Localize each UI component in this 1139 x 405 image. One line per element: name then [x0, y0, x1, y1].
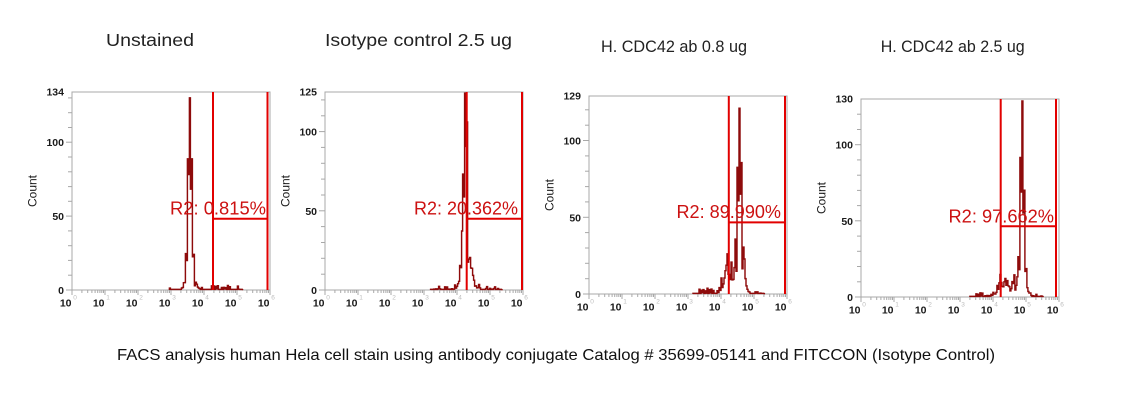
svg-text:1: 1: [359, 295, 363, 302]
svg-text:10: 10: [60, 297, 72, 309]
svg-text:6: 6: [524, 295, 528, 302]
svg-text:10: 10: [676, 301, 688, 313]
svg-text:0: 0: [311, 285, 317, 297]
svg-text:4: 4: [458, 295, 462, 302]
svg-text:50: 50: [305, 206, 317, 218]
svg-text:100: 100: [563, 136, 581, 148]
svg-text:10: 10: [610, 301, 622, 313]
svg-text:10: 10: [511, 297, 523, 309]
svg-text:2: 2: [392, 295, 396, 302]
svg-text:0: 0: [590, 299, 594, 306]
svg-text:6: 6: [788, 299, 792, 306]
svg-text:3: 3: [425, 295, 429, 302]
svg-text:10: 10: [93, 297, 105, 309]
svg-text:R2: 89.990%: R2: 89.990%: [677, 202, 782, 222]
svg-text:Count: Count: [543, 178, 557, 211]
svg-text:10: 10: [379, 297, 391, 309]
svg-text:4: 4: [722, 299, 726, 306]
svg-text:10: 10: [742, 301, 754, 313]
svg-text:10: 10: [412, 297, 424, 309]
svg-text:10: 10: [478, 297, 490, 309]
svg-text:6: 6: [271, 295, 275, 302]
svg-text:10: 10: [577, 301, 589, 313]
svg-text:FACS analysis human Hela cell: FACS analysis human Hela cell stain usin…: [117, 347, 995, 364]
svg-text:2: 2: [928, 302, 932, 309]
svg-text:2: 2: [139, 295, 143, 302]
svg-text:H. CDC42 ab 0.8 ug: H. CDC42 ab 0.8 ug: [601, 38, 747, 56]
svg-text:5: 5: [491, 295, 495, 302]
svg-text:4: 4: [994, 302, 998, 309]
svg-text:10: 10: [1047, 304, 1059, 316]
svg-text:129: 129: [563, 90, 581, 102]
svg-text:Count: Count: [815, 181, 829, 214]
svg-text:Count: Count: [26, 174, 40, 207]
svg-text:0: 0: [847, 292, 853, 304]
svg-text:10: 10: [709, 301, 721, 313]
svg-text:1: 1: [623, 299, 627, 306]
svg-text:1: 1: [106, 295, 110, 302]
svg-text:10: 10: [159, 297, 171, 309]
svg-text:H. CDC42 ab 2.5 ug: H. CDC42 ab 2.5 ug: [881, 38, 1025, 56]
svg-text:2: 2: [656, 299, 660, 306]
svg-text:100: 100: [299, 127, 317, 139]
svg-text:10: 10: [126, 297, 138, 309]
svg-text:10: 10: [313, 297, 325, 309]
svg-text:10: 10: [225, 297, 237, 309]
svg-text:0: 0: [58, 285, 64, 297]
svg-text:10: 10: [849, 304, 861, 316]
svg-text:10: 10: [445, 297, 457, 309]
svg-text:50: 50: [52, 211, 64, 223]
svg-text:130: 130: [835, 93, 853, 105]
svg-text:5: 5: [1027, 302, 1031, 309]
svg-text:5: 5: [755, 299, 759, 306]
svg-text:10: 10: [775, 301, 787, 313]
svg-text:R2: 0.815%: R2: 0.815%: [170, 199, 266, 219]
svg-text:0: 0: [326, 295, 330, 302]
svg-text:50: 50: [569, 212, 581, 224]
svg-text:0: 0: [575, 289, 581, 301]
svg-text:100: 100: [835, 140, 853, 152]
svg-text:3: 3: [961, 302, 965, 309]
svg-text:100: 100: [46, 137, 64, 149]
svg-text:Count: Count: [279, 174, 293, 207]
svg-text:Isotype control 2.5 ug: Isotype control 2.5 ug: [325, 30, 512, 50]
svg-text:10: 10: [192, 297, 204, 309]
svg-text:0: 0: [862, 302, 866, 309]
svg-text:10: 10: [258, 297, 270, 309]
svg-text:4: 4: [205, 295, 209, 302]
svg-text:10: 10: [915, 304, 927, 316]
svg-text:R2: 97.662%: R2: 97.662%: [949, 206, 1055, 226]
svg-text:10: 10: [1014, 304, 1026, 316]
svg-text:10: 10: [948, 304, 960, 316]
svg-text:0: 0: [73, 295, 77, 302]
svg-text:1: 1: [895, 302, 899, 309]
svg-text:10: 10: [882, 304, 894, 316]
svg-text:5: 5: [238, 295, 242, 302]
svg-text:3: 3: [689, 299, 693, 306]
svg-text:134: 134: [46, 86, 64, 98]
svg-text:10: 10: [346, 297, 358, 309]
svg-text:10: 10: [643, 301, 655, 313]
svg-text:125: 125: [299, 86, 317, 98]
svg-text:3: 3: [172, 295, 176, 302]
svg-text:50: 50: [841, 216, 853, 228]
svg-text:6: 6: [1060, 302, 1064, 309]
svg-text:10: 10: [981, 304, 993, 316]
svg-text:Unstained: Unstained: [106, 30, 194, 50]
svg-text:R2: 20.362%: R2: 20.362%: [414, 199, 518, 219]
